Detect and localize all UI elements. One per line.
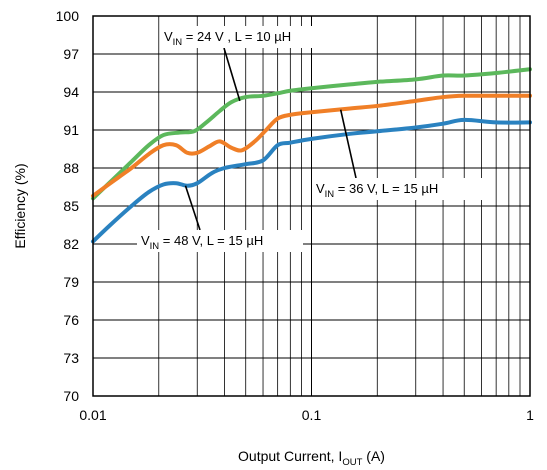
y-tick-label: 85 <box>63 198 79 214</box>
annotation-label-sub: IN <box>325 189 335 200</box>
x-axis-title: Output Current, IOUT (A) <box>238 448 385 468</box>
plot-border <box>92 15 531 397</box>
annotation-label-main: V <box>141 233 150 248</box>
annotation-box <box>160 26 336 48</box>
y-tick-label: 97 <box>63 46 79 62</box>
tick-labels: 100 97 94 91 88 85 82 79 76 73 700.01 0.1 1 <box>56 8 534 423</box>
annotation-label-tail: = 48 V, L = 15 µH <box>159 233 263 248</box>
annotation-label-sub: IN <box>173 37 183 48</box>
x-axis-title-tail: (A) <box>362 448 385 464</box>
y-tick-label: 70 <box>63 388 79 404</box>
x-tick-label: 1 <box>526 407 534 423</box>
series-line-2 <box>91 93 532 198</box>
annotation-label-main: V <box>164 29 173 44</box>
x-tick-label: 0.1 <box>302 407 322 423</box>
y-axis-title: Efficiency (%) <box>12 163 28 248</box>
annotation-label-main: V <box>316 181 325 196</box>
annotation-label-sub: IN <box>150 241 160 252</box>
annotation-label: VIN = 48 V, L = 15 µH <box>141 233 263 252</box>
x-axis-title-main: Output Current, I <box>238 448 342 464</box>
annotation-leader-line <box>184 185 201 231</box>
y-tick-label: 76 <box>63 312 79 328</box>
x-axis-title-sub: OUT <box>342 457 362 468</box>
annotation-box <box>137 230 303 252</box>
y-tick-label: 73 <box>63 350 79 366</box>
series-group <box>91 67 532 244</box>
annotation-leader-line <box>339 109 357 179</box>
grid <box>92 15 531 397</box>
series-line-1 <box>91 67 532 201</box>
plot-frame <box>92 15 531 397</box>
y-tick-label: 94 <box>63 84 79 100</box>
annotation-leader-line <box>223 47 241 102</box>
series-line-3 <box>91 117 532 244</box>
y-tick-label: 82 <box>63 236 79 252</box>
y-tick-label: 79 <box>63 274 79 290</box>
annotation-label-tail: = 36 V, L = 15 µH <box>334 181 438 196</box>
annotation-box <box>312 178 490 200</box>
annotation-label: VIN = 24 V , L = 10 µH <box>164 29 291 48</box>
y-tick-label: 100 <box>56 8 80 24</box>
y-tick-label: 88 <box>63 160 79 176</box>
annotation-label-tail: = 24 V , L = 10 µH <box>182 29 291 44</box>
x-tick-label: 0.01 <box>79 407 106 423</box>
annotation-label: VIN = 36 V, L = 15 µH <box>316 181 438 200</box>
y-tick-label: 91 <box>63 122 79 138</box>
